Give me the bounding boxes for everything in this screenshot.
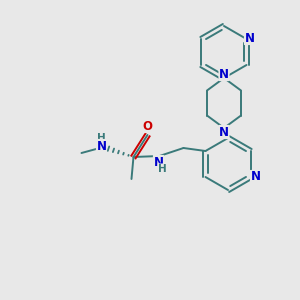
Text: N: N: [250, 170, 260, 184]
Text: N: N: [154, 155, 164, 169]
Text: N: N: [97, 140, 106, 152]
Text: O: O: [142, 119, 152, 133]
Text: H: H: [158, 164, 167, 174]
Text: H: H: [97, 133, 106, 143]
Text: N: N: [219, 68, 229, 80]
Text: N: N: [244, 32, 254, 44]
Text: N: N: [219, 125, 229, 139]
